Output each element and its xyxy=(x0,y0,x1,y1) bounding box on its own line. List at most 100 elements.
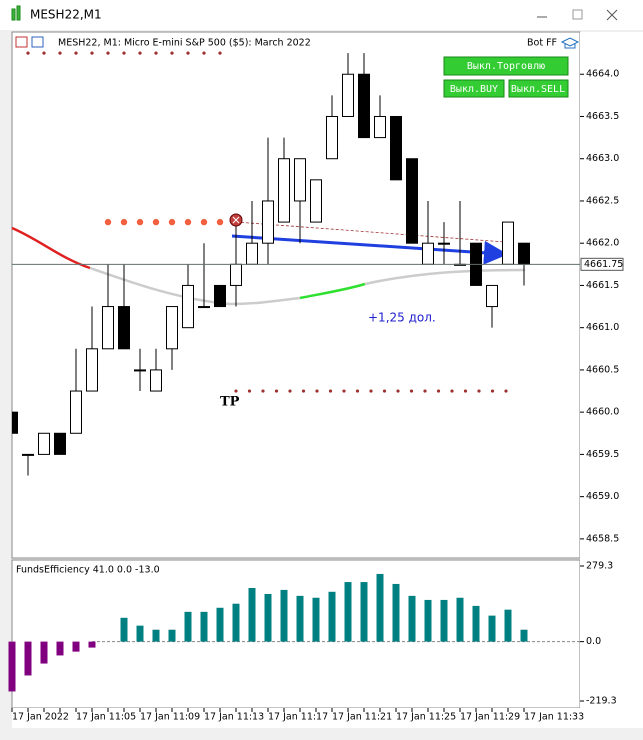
level-dot xyxy=(186,51,190,55)
toggle-trading-button[interactable] xyxy=(443,56,569,76)
candle-body xyxy=(358,73,370,139)
y-tick-label: 4660.5 xyxy=(586,364,619,375)
candle-body xyxy=(54,432,66,455)
level-dot xyxy=(154,51,158,55)
bar xyxy=(408,595,416,642)
x-tick-label: 17 Jan 11:21 xyxy=(332,712,392,723)
y-tick-label: 4661.0 xyxy=(586,322,619,333)
candle-body xyxy=(502,221,514,265)
bar xyxy=(376,573,384,642)
candle-body xyxy=(12,411,18,434)
y-tick-label: 4664.0 xyxy=(586,69,619,80)
bar xyxy=(136,625,144,642)
x-tick-label: 17 Jan 11:17 xyxy=(268,712,328,723)
candle-body xyxy=(134,369,146,372)
toggle-sell-button[interactable] xyxy=(508,79,569,98)
level-dot xyxy=(234,389,238,393)
bar xyxy=(216,607,224,642)
bar xyxy=(8,641,16,692)
indicator-label: FundsEfficiency 41.0 0.0 -13.0 xyxy=(16,565,160,576)
bar xyxy=(504,609,512,642)
level-dot xyxy=(58,51,62,55)
level-dot xyxy=(477,389,481,393)
x-tick-label: 17 Jan 11:29 xyxy=(460,712,520,723)
candle-body xyxy=(166,306,178,350)
bar xyxy=(440,599,448,642)
bar xyxy=(520,629,528,642)
level-dot xyxy=(328,389,333,393)
level-dot xyxy=(26,51,30,55)
bar xyxy=(424,599,432,642)
level-dot xyxy=(90,51,94,55)
bar xyxy=(456,597,464,642)
bar xyxy=(40,641,48,664)
candle-body xyxy=(294,158,306,202)
bot-icon xyxy=(560,37,580,49)
level-dot xyxy=(382,389,387,393)
level-dot xyxy=(369,389,373,393)
level-dot xyxy=(423,389,427,393)
button-label[interactable]: Выкл.Торговлю xyxy=(467,61,545,72)
level-dot xyxy=(409,389,414,393)
candle-body xyxy=(486,284,498,308)
candle-body xyxy=(406,158,418,244)
level-dot xyxy=(136,218,144,226)
candle-body xyxy=(390,115,402,181)
candle-body xyxy=(70,390,82,434)
x-tick-label: 17 Jan 11:05 xyxy=(76,712,136,723)
maximize-button[interactable] xyxy=(572,9,583,20)
level-dot xyxy=(301,389,306,393)
level-dot xyxy=(120,218,128,226)
bar xyxy=(264,593,272,642)
y-tick-label: 4659.0 xyxy=(586,491,619,502)
chart-header: MESH22, M1: Micro E-mini S&P 500 ($5): M… xyxy=(15,36,580,49)
candle-body xyxy=(38,432,50,455)
close-button[interactable] xyxy=(606,9,618,21)
bar xyxy=(312,597,320,642)
level-dot xyxy=(152,218,160,226)
bar xyxy=(88,641,96,648)
y-tick-label: 4662.5 xyxy=(586,195,619,206)
level-dot xyxy=(218,51,222,55)
candle-body xyxy=(310,179,322,223)
level-dot xyxy=(104,218,112,226)
bar xyxy=(392,583,400,642)
toggle-buy-button[interactable] xyxy=(443,79,505,98)
current-price-box xyxy=(580,257,624,271)
title-bar-bg xyxy=(0,0,643,30)
level-dot xyxy=(342,389,346,393)
level-dot xyxy=(106,51,110,55)
level-dot xyxy=(247,389,252,393)
candle-body xyxy=(22,453,34,456)
candle-body xyxy=(198,306,210,309)
x-tick-label: 17 Jan 11:33 xyxy=(524,712,584,723)
bar xyxy=(472,605,480,642)
button-label[interactable]: Выкл.SELL xyxy=(511,84,565,95)
level-dot xyxy=(315,389,319,393)
bot-label: Bot FF xyxy=(527,38,557,49)
y-tick-label: 4662.0 xyxy=(586,238,619,249)
ma-line-green xyxy=(299,282,366,300)
candle-body xyxy=(150,369,162,392)
candle-body xyxy=(230,263,242,286)
price-axis xyxy=(580,32,643,708)
candle-body xyxy=(118,306,130,350)
y-tick-label: 4661.5 xyxy=(586,280,619,291)
candle-body xyxy=(518,242,530,265)
level-dot xyxy=(168,218,176,226)
button-label[interactable]: Выкл.BUY xyxy=(450,84,498,95)
bar xyxy=(72,641,80,652)
level-dot xyxy=(288,389,292,393)
entry-marker-cross xyxy=(232,216,240,224)
candle-body xyxy=(182,284,194,329)
bar xyxy=(296,595,304,642)
level-dot xyxy=(261,389,265,393)
bar xyxy=(280,589,288,642)
candle-body xyxy=(278,158,290,223)
bar xyxy=(120,617,128,642)
tp-label: TP xyxy=(220,395,240,410)
bar xyxy=(344,582,352,642)
control-buttons: Выкл.Торговлю Выкл.BUY Выкл.SELL xyxy=(443,56,569,98)
bar xyxy=(168,629,176,642)
candle-body xyxy=(374,115,386,139)
